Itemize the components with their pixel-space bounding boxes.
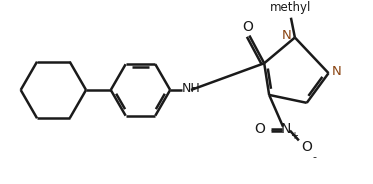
Text: N: N (281, 122, 291, 136)
Text: N: N (282, 29, 292, 42)
Text: O: O (254, 122, 265, 136)
Text: methyl: methyl (270, 1, 311, 14)
Text: O: O (301, 140, 312, 154)
Text: -: - (313, 152, 317, 162)
Text: +: + (290, 132, 298, 141)
Text: O: O (242, 20, 253, 34)
Text: N: N (332, 65, 341, 78)
Text: NH: NH (182, 82, 200, 95)
